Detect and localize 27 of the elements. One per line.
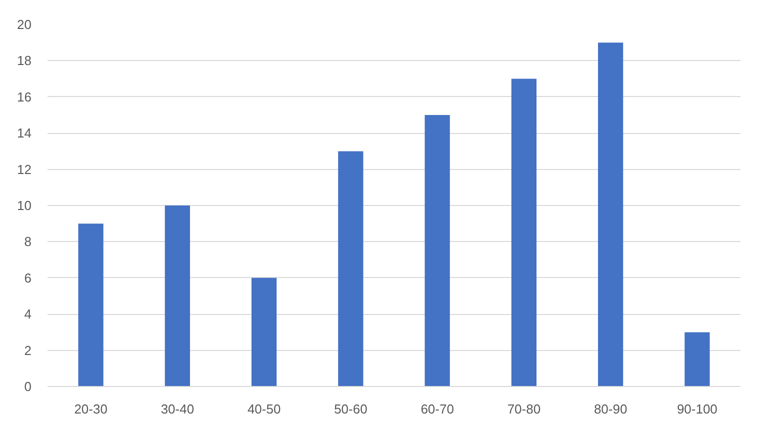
y-tick-label: 4 — [24, 306, 32, 322]
bar — [598, 42, 624, 386]
bar — [164, 206, 190, 386]
y-tick-label: 12 — [17, 162, 32, 177]
bar — [684, 332, 710, 386]
x-tick-label: 80-90 — [594, 402, 628, 416]
x-tick-label: 20-30 — [74, 402, 108, 416]
y-tick-label: 16 — [17, 89, 32, 104]
y-tick-label: 10 — [17, 198, 32, 213]
y-tick-label: 2 — [24, 342, 32, 358]
y-tick-label: 6 — [24, 270, 32, 286]
bar — [252, 278, 277, 386]
bar — [424, 115, 450, 386]
x-tick-label: 70-80 — [507, 402, 541, 416]
x-tick-label: 90-100 — [676, 402, 718, 416]
x-tick-label: 40-50 — [247, 402, 281, 416]
y-tick-label: 14 — [17, 126, 32, 141]
bar — [338, 151, 364, 386]
x-tick-label: 60-70 — [420, 402, 454, 416]
y-tick-label: 0 — [24, 379, 32, 394]
y-tick-label: 20 — [17, 17, 32, 32]
y-tick-label: 8 — [24, 234, 32, 250]
x-tick-label: 30-40 — [160, 402, 194, 416]
bar — [78, 224, 104, 386]
bar — [511, 78, 536, 386]
x-tick-label: 50-60 — [334, 402, 368, 416]
y-tick-label: 18 — [17, 53, 32, 68]
